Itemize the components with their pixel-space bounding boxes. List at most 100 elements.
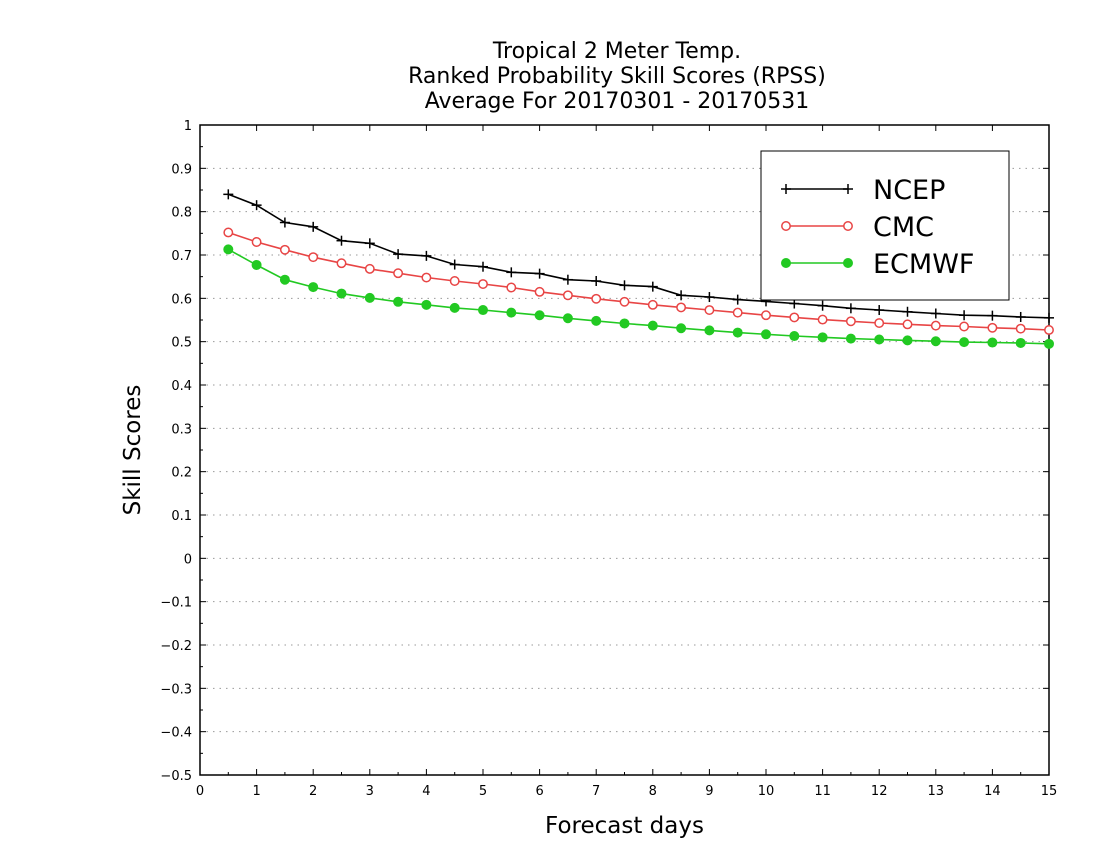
data-point-ecmwf (506, 307, 517, 318)
series-lines (223, 189, 1054, 349)
data-point-ecmwf (619, 318, 630, 329)
data-point-ecmwf (930, 336, 941, 347)
series-ecmwf (223, 244, 1054, 349)
data-point-cmc (761, 310, 771, 321)
data-point-cmc (789, 312, 800, 323)
data-point-cmc (591, 293, 602, 304)
data-point-cmc (534, 286, 545, 297)
series-ncep (223, 189, 1054, 323)
legend-label-ncep: NCEP (873, 175, 945, 206)
legend-swatch-marker (781, 258, 791, 268)
data-point-ncep (732, 294, 743, 305)
data-point-ecmwf (478, 305, 488, 316)
data-point-ecmwf (1015, 337, 1026, 348)
chart-title-line-1: Tropical 2 Meter Temp. (492, 39, 741, 64)
data-point-ecmwf (817, 332, 828, 343)
data-point-ncep (478, 261, 488, 272)
data-point-cmc (874, 318, 885, 328)
data-point-ecmwf (223, 244, 234, 255)
x-tick-label: 11 (814, 784, 831, 799)
data-point-ncep (251, 200, 262, 211)
data-point-cmc (393, 268, 404, 279)
legend-label-ecmwf: ECMWF (873, 249, 974, 280)
data-point-cmc (902, 319, 913, 330)
data-point-cmc (1044, 325, 1054, 335)
data-point-ecmwf (279, 274, 290, 285)
data-point-ncep (930, 308, 941, 319)
y-tick-label: −0.5 (160, 769, 192, 784)
data-point-ecmwf (562, 313, 573, 324)
data-point-cmc (364, 263, 375, 274)
legend-swatch-marker (781, 221, 791, 231)
data-point-ncep (845, 303, 856, 314)
data-point-ecmwf (761, 329, 771, 340)
y-tick-label: 0.4 (171, 379, 192, 394)
data-point-ncep (902, 306, 913, 317)
x-tick-label: 13 (928, 784, 945, 799)
data-point-cmc (959, 321, 970, 332)
y-tick-label: 0.1 (171, 509, 192, 524)
data-point-cmc (449, 276, 460, 286)
legend-entry-ecmwf: ECMWF (781, 249, 974, 280)
data-point-cmc (279, 244, 290, 255)
data-point-cmc (562, 290, 573, 301)
data-point-ecmwf (534, 310, 545, 321)
y-tick-label: 0.5 (171, 336, 192, 351)
data-point-ecmwf (732, 327, 743, 338)
data-point-ncep (987, 310, 998, 321)
data-point-cmc (676, 302, 687, 313)
x-tick-label: 1 (252, 784, 260, 799)
chart-title-line-3: Average For 20170301 - 20170531 (425, 89, 810, 114)
data-point-ecmwf (647, 320, 658, 331)
x-tick-label: 10 (758, 784, 775, 799)
data-point-ecmwf (704, 325, 715, 336)
data-point-ecmwf (1044, 338, 1054, 349)
data-point-ncep (449, 259, 460, 270)
data-point-ncep (817, 300, 828, 311)
data-point-ecmwf (845, 333, 856, 344)
data-point-ncep (279, 217, 290, 228)
y-axis-label: Skill Scores (120, 385, 146, 516)
x-tick-label: 3 (366, 784, 374, 799)
x-tick-label: 14 (984, 784, 1001, 799)
legend-swatch-marker (843, 258, 853, 268)
x-tick-label: 5 (479, 784, 487, 799)
data-point-cmc (421, 272, 432, 283)
data-point-ecmwf (874, 334, 885, 345)
y-tick-label: −0.3 (160, 682, 192, 697)
x-tick-label: 9 (705, 784, 713, 799)
data-point-cmc (1015, 323, 1026, 334)
data-point-ncep (591, 276, 602, 286)
data-point-cmc (336, 258, 347, 269)
y-tick-label: 0.7 (171, 249, 192, 264)
y-tick-label: −0.2 (160, 639, 192, 654)
y-tick-label: 0.3 (171, 422, 192, 437)
x-tick-label: 8 (649, 784, 657, 799)
y-tick-label: 0.2 (171, 466, 192, 481)
x-tick-label: 6 (535, 784, 543, 799)
y-tick-label: 1 (184, 119, 192, 134)
data-point-ecmwf (421, 299, 432, 310)
data-point-cmc (506, 282, 517, 293)
data-point-ncep (308, 221, 319, 232)
data-point-cmc (732, 307, 743, 318)
x-axis-label: Forecast days (545, 813, 704, 839)
data-point-ncep (393, 249, 404, 260)
data-point-ecmwf (959, 337, 970, 348)
data-point-ncep (874, 305, 885, 316)
data-point-ncep (223, 189, 234, 200)
y-tick-label: 0.6 (171, 292, 192, 307)
data-point-ncep (704, 292, 715, 303)
legend-swatch-marker (843, 184, 853, 194)
data-point-ncep (959, 310, 970, 321)
data-point-cmc (987, 322, 998, 333)
legend-entry-ncep: NCEP (781, 175, 945, 206)
data-point-cmc (223, 227, 234, 238)
y-tick-label: −0.1 (160, 596, 192, 611)
data-point-ncep (676, 290, 687, 301)
legend-swatch-marker (843, 221, 853, 231)
x-axis-ticks: 0 1 2 3 4 5 6 7 8 9 10 11 12 13 14 15 (196, 125, 1057, 799)
y-tick-label: 0.9 (171, 162, 192, 177)
data-point-cmc (308, 252, 319, 263)
